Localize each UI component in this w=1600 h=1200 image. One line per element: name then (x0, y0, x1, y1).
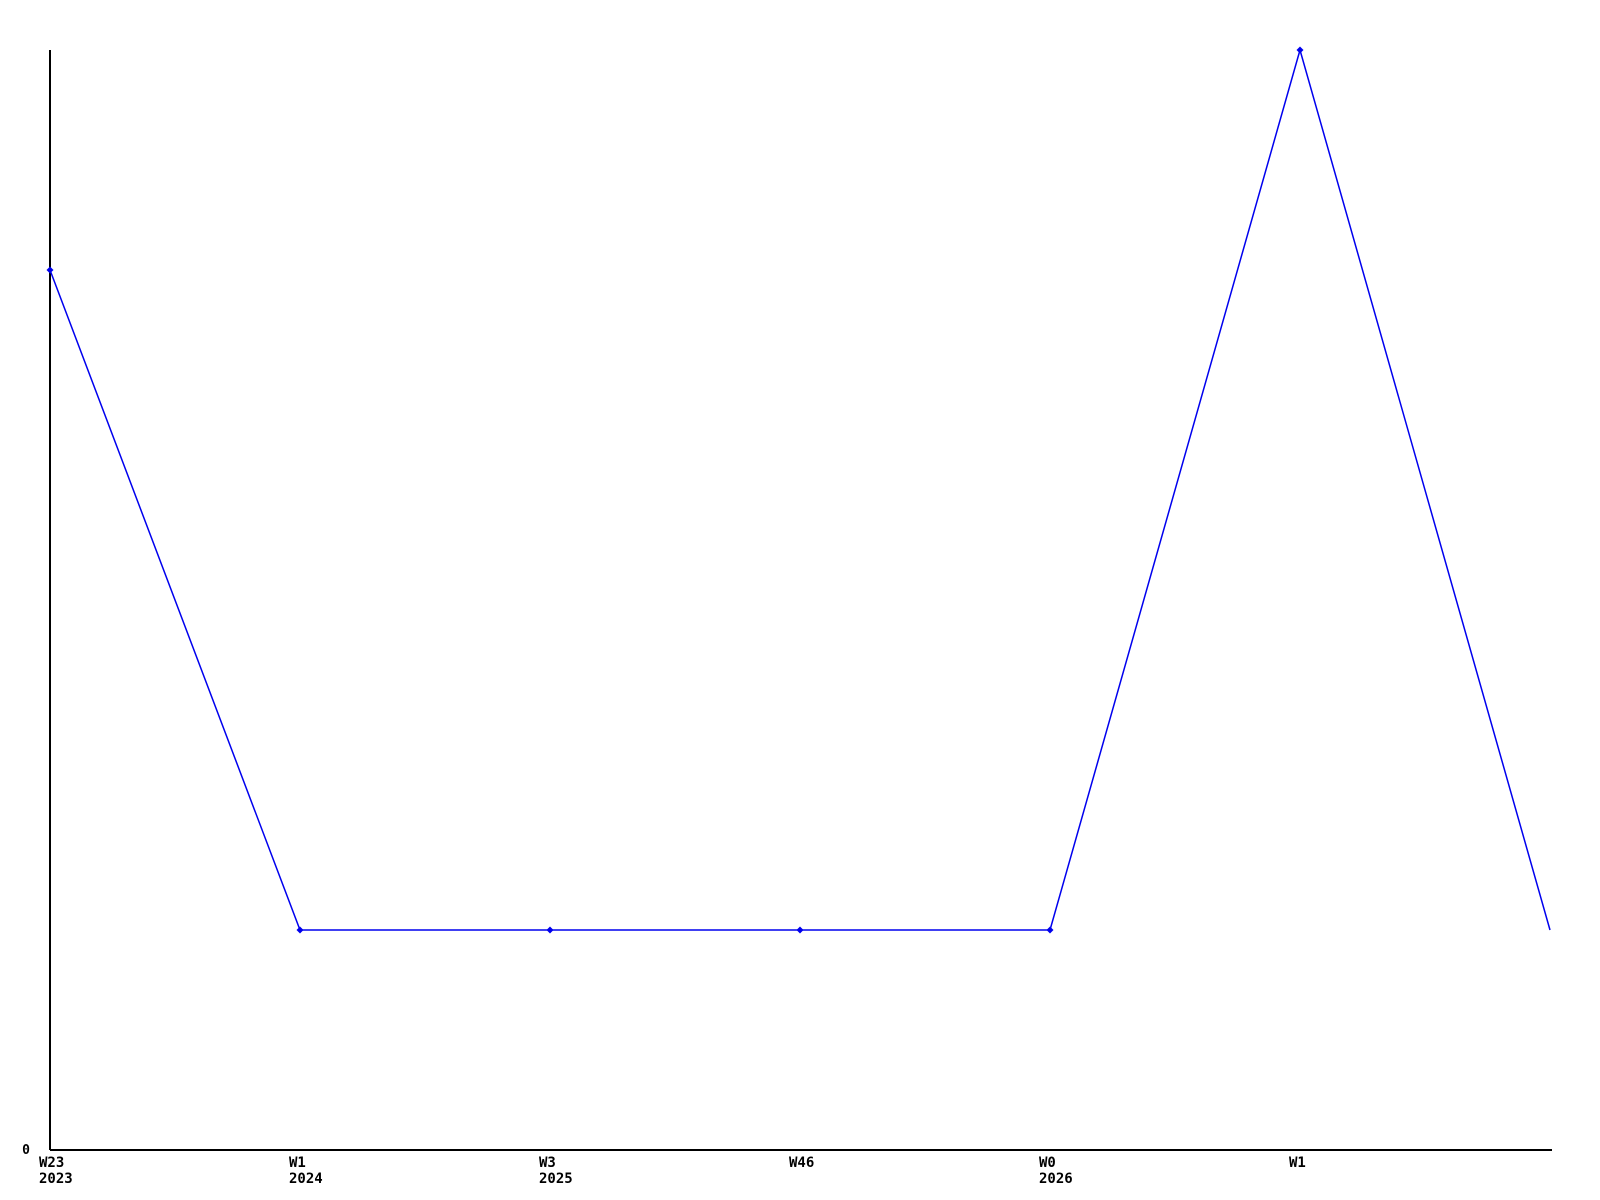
data-point-marker (296, 926, 304, 934)
x-tick-year-label: 2024 (289, 1171, 323, 1187)
x-tick-week-label: W46 (789, 1155, 814, 1171)
x-tick-week-label: W1 (289, 1155, 306, 1171)
data-point-markers (46, 46, 1304, 934)
x-tick-year-label: 2023 (39, 1171, 73, 1187)
data-point-marker (1296, 46, 1304, 54)
data-point-marker (1046, 926, 1054, 934)
x-tick-week-label: W1 (1289, 1155, 1306, 1171)
x-tick-year-label: 2025 (539, 1171, 573, 1187)
data-point-marker (796, 926, 804, 934)
x-tick-week-label: W0 (1039, 1155, 1056, 1171)
series-polyline (49, 47, 1551, 931)
x-tick-week-label: W3 (539, 1155, 556, 1171)
y-axis-zero-label: 0 (22, 1143, 30, 1158)
data-point-marker (46, 266, 54, 274)
x-tick-year-label: 2026 (1039, 1171, 1073, 1187)
x-tick-week-label: W23 (39, 1155, 64, 1171)
data-point-marker (546, 926, 554, 934)
